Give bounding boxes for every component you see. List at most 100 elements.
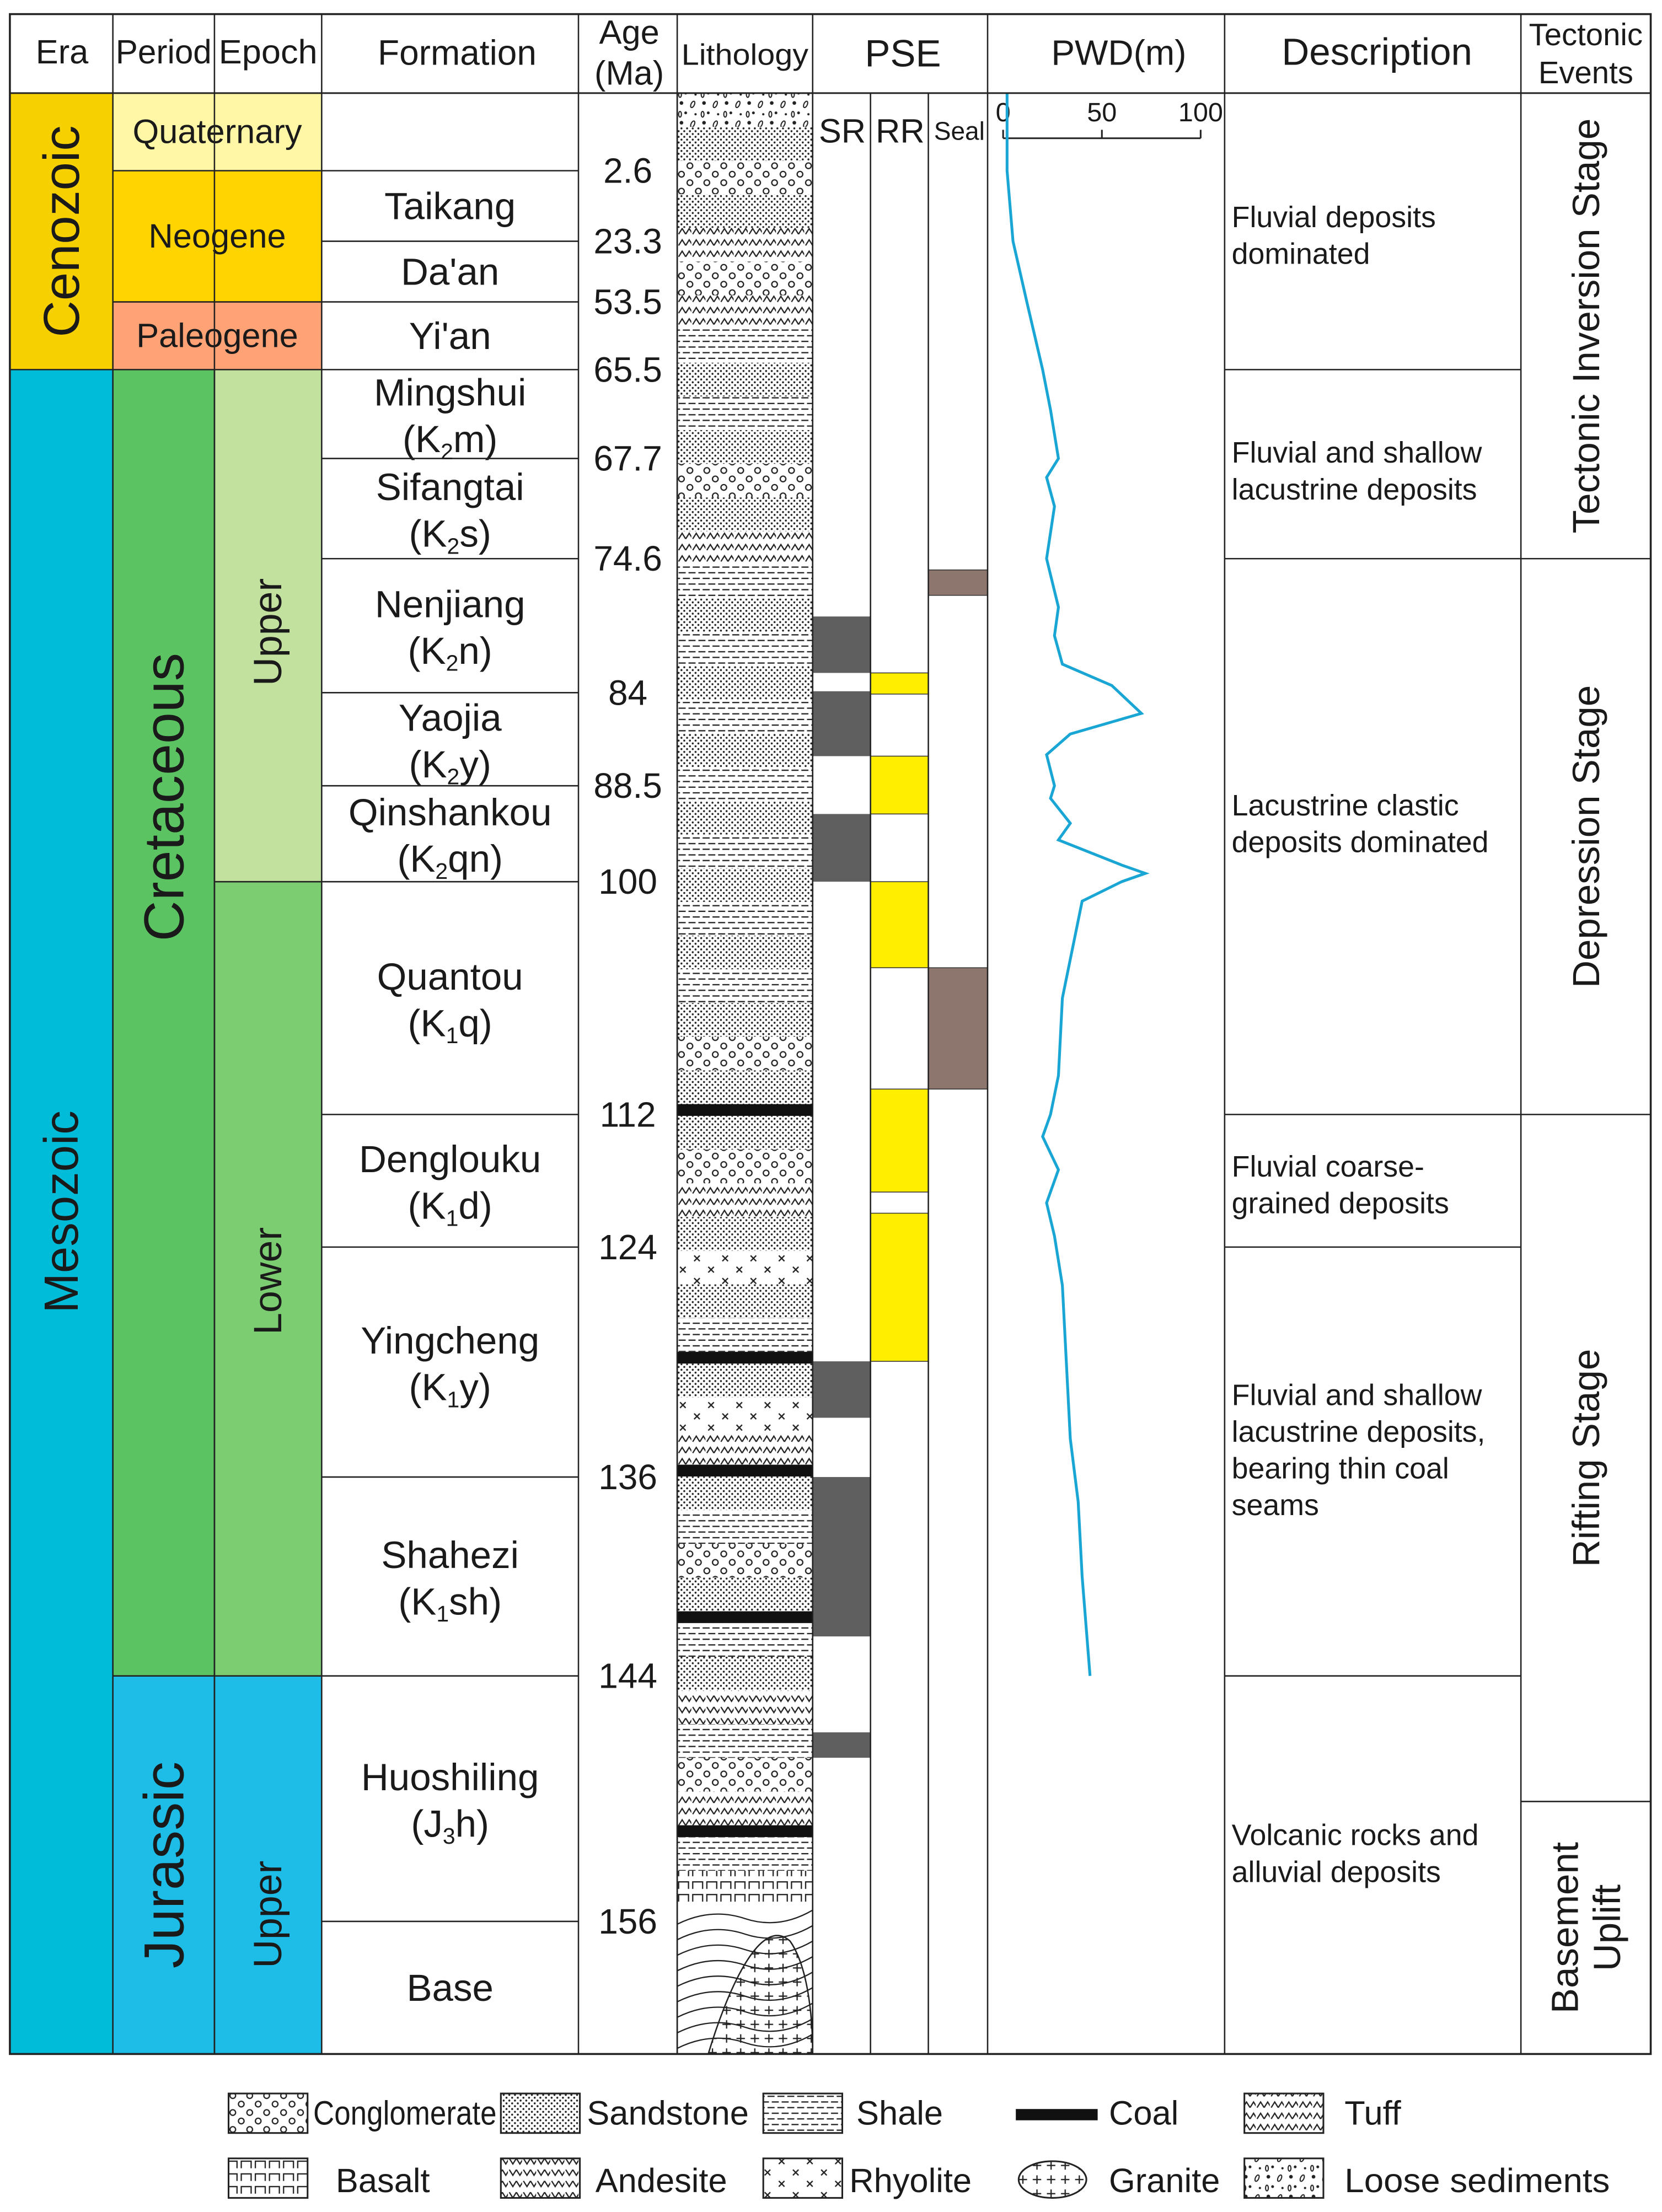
legend-swatch-shale — [762, 2092, 844, 2134]
period-band — [112, 170, 322, 302]
metamorphic-line — [677, 1909, 813, 1925]
header-tectonic: Tectonic — [1529, 17, 1643, 52]
lithology-layer — [677, 1284, 813, 1318]
lithology-layer — [677, 632, 813, 666]
formation-code-suffix: y) — [459, 1365, 491, 1408]
formation-code-suffix: qn) — [448, 837, 503, 880]
formation-name: Da'an — [401, 250, 499, 293]
period-label: Neogene — [148, 217, 286, 255]
lithology-layer — [677, 565, 813, 599]
age-label: 144 — [598, 1656, 657, 1696]
lithology-layer — [677, 1464, 813, 1477]
lithology-layer — [677, 1871, 813, 1905]
formation-name: Mingshui — [374, 371, 526, 414]
formation-name: Taikang — [384, 185, 516, 228]
legend-swatch-granite — [1017, 2160, 1087, 2199]
pse-column — [812, 569, 988, 1758]
lithology-layer — [677, 1104, 813, 1116]
legend-swatch-basalt — [227, 2157, 309, 2199]
period-band — [112, 369, 215, 1676]
lithology-layer — [677, 1037, 813, 1071]
formation-code-prefix: (J — [411, 1802, 443, 1845]
formation-code-suffix: sh) — [449, 1580, 502, 1623]
reservoir-interval — [870, 881, 929, 969]
age-column: 2.6 23.3 53.5 65.5 67.7 74.6 84 88.5 100 112 124 13… — [593, 151, 662, 1941]
lithology-layer — [677, 464, 813, 498]
age-label: 65.5 — [593, 350, 662, 389]
epoch-label: Upper — [246, 578, 290, 686]
legend-label: Coal — [1109, 2094, 1178, 2132]
period-band — [112, 93, 322, 171]
lithology-layer — [677, 1837, 813, 1871]
tectonic-label: Depression Stage — [1564, 685, 1607, 988]
formation-code-subscript: 2 — [446, 651, 459, 676]
formation-code: (J3h) — [411, 1802, 489, 1849]
header-description: Description — [1282, 30, 1472, 73]
description-text: dominated — [1232, 237, 1370, 270]
description-text: alluvial deposits — [1232, 1855, 1441, 1888]
description-text: seams — [1232, 1489, 1319, 1522]
lithology-layer — [677, 1217, 813, 1251]
lithology-layer — [677, 228, 813, 262]
description-text: bearing thin coal — [1232, 1452, 1449, 1485]
header-age: Age — [599, 13, 660, 51]
formation-code: (K2y) — [409, 743, 491, 790]
legend-label: Sandstone — [587, 2094, 749, 2132]
lithology-layer — [677, 261, 813, 296]
epoch-column: Upper Lower Upper — [214, 369, 322, 2054]
age-label: 67.7 — [593, 439, 662, 479]
epoch-band — [214, 1676, 322, 2054]
reservoir-interval — [870, 1212, 929, 1362]
period-column: Quaternary Neogene Paleogene Cretaceous Jura… — [112, 93, 322, 2054]
formation-code-subscript: 1 — [446, 1205, 459, 1231]
description-text: Fluvial and shallow — [1232, 436, 1482, 469]
legend-label: Rhyolite — [849, 2162, 972, 2200]
lithology-layer — [677, 1544, 813, 1578]
age-label: 88.5 — [593, 766, 662, 806]
formation-name: Sifangtai — [376, 465, 524, 508]
lithology-layer — [677, 1183, 813, 1217]
formation-code: (K2s) — [409, 512, 491, 559]
age-label: 124 — [598, 1227, 657, 1267]
tectonic-label: Uplift — [1585, 1885, 1628, 1971]
legend-label: Loose sediments — [1344, 2162, 1610, 2200]
lithology-layer — [677, 1115, 813, 1150]
pwd-tick-label: 100 — [1178, 98, 1223, 127]
formation-code: (K2n) — [408, 629, 492, 676]
epoch-band — [214, 882, 322, 1676]
formation-name: Yingcheng — [361, 1319, 539, 1362]
formation-code-subscript: 2 — [447, 764, 460, 790]
lithology-layer — [677, 1656, 813, 1691]
header-age-unit: (Ma) — [594, 55, 664, 93]
legend-label: Tuff — [1344, 2094, 1401, 2132]
table-grid — [9, 13, 1652, 2055]
lithology-layer — [677, 1825, 813, 1837]
lithology-layer — [677, 801, 813, 835]
lithology-layer — [677, 160, 813, 195]
lithology-layer — [677, 1577, 813, 1612]
header-lithology: Lithology — [682, 39, 808, 72]
lithology-layer — [677, 295, 813, 329]
formation-column: TaikangDa'anYi'anMingshui(K2m)Sifangtai(… — [349, 185, 552, 2010]
lithology-layer — [677, 1070, 813, 1104]
legend-label: Granite — [1109, 2162, 1220, 2200]
lithology-layer — [677, 194, 813, 228]
lithology-layer — [677, 1250, 813, 1285]
age-label: 156 — [598, 1902, 657, 1941]
description-text: Lacustrine clastic — [1232, 789, 1459, 822]
formation-name: Nenjiang — [375, 582, 526, 625]
formation-code-suffix: h) — [455, 1802, 489, 1845]
lithology-layer — [677, 1351, 813, 1364]
period-band — [112, 302, 322, 370]
formation-code-subscript: 1 — [446, 1023, 459, 1048]
legend-swatch-andesite — [500, 2157, 581, 2199]
lithology-layer — [677, 834, 813, 868]
era-band — [9, 93, 113, 370]
age-label: 74.6 — [593, 539, 662, 578]
pse-header-rr: RR — [876, 112, 925, 150]
formation-code-subscript: 2 — [435, 858, 448, 884]
lithology-layer — [677, 1150, 813, 1184]
epoch-band — [214, 369, 322, 882]
description-text: Volcanic rocks and — [1232, 1819, 1479, 1852]
lithology-layer — [677, 497, 813, 531]
